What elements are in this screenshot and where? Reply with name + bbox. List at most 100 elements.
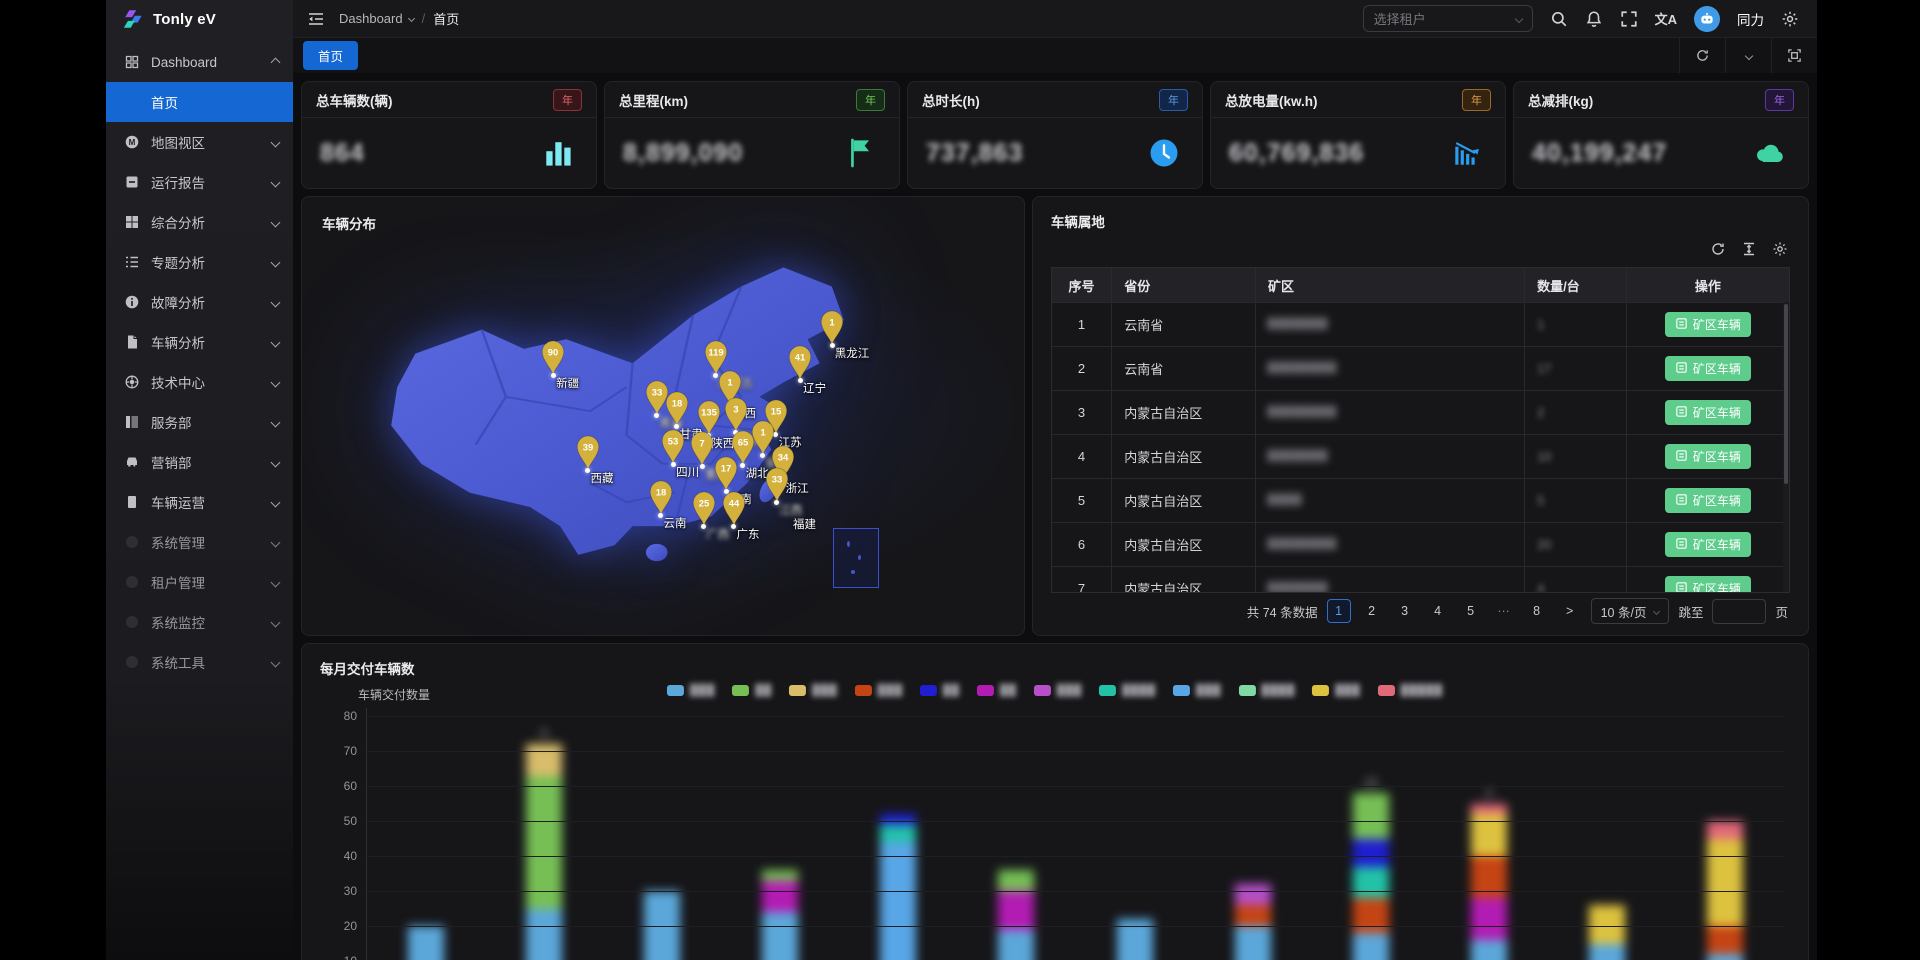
map-marker-甘肃[interactable]: 18 甘肃 xyxy=(663,391,703,441)
sidebar-item-3[interactable]: 运行报告 xyxy=(106,162,293,202)
sidebar-item-9[interactable]: 服务部 xyxy=(106,402,293,442)
kpi-period-badge[interactable]: 年 xyxy=(1462,88,1491,111)
kpi-period-badge[interactable]: 年 xyxy=(1159,88,1188,111)
mine-vehicles-button[interactable]: 矿区车辆 xyxy=(1664,532,1751,557)
sidebar-item-14[interactable]: 系统监控 xyxy=(106,602,293,642)
tab-home[interactable]: 首页 xyxy=(303,41,359,70)
sidebar-item-7[interactable]: 车辆分析 xyxy=(106,322,293,362)
province-label: 云南 xyxy=(663,517,687,530)
kpi-title: 总里程(km) xyxy=(619,93,689,109)
sidebar-item-6[interactable]: 故障分析 xyxy=(106,282,293,322)
legend-label-blurred: ▉▉ xyxy=(755,685,773,697)
circle-m-icon: M xyxy=(124,134,140,150)
legend-item-10[interactable]: ▉▉▉▉ xyxy=(1238,684,1295,697)
sidebar-item-10[interactable]: 营销部 xyxy=(106,442,293,482)
mine-vehicles-button[interactable]: 矿区车辆 xyxy=(1664,576,1751,592)
map-marker-江西[interactable]: 33 江西 xyxy=(763,467,802,517)
row-height-icon[interactable] xyxy=(1741,241,1757,257)
legend-item-5[interactable]: ▉▉ xyxy=(920,684,960,697)
legend-item-7[interactable]: ▉▉▉ xyxy=(1033,684,1082,697)
map-marker-广西[interactable]: 25 广西 xyxy=(690,491,729,541)
chevron-down-icon[interactable] xyxy=(1725,38,1771,73)
mine-vehicles-button-label: 矿区车辆 xyxy=(1692,450,1741,464)
y-axis-tick: 10 xyxy=(344,954,357,960)
kpi-period-badge[interactable]: 年 xyxy=(856,88,885,111)
map-marker-湖北[interactable]: 65 湖北 xyxy=(729,430,769,480)
pagination-page-5[interactable]: 5 xyxy=(1467,604,1475,618)
sidebar-item-label: 服务部 xyxy=(151,416,192,431)
map-marker-西藏[interactable]: 39 西藏 xyxy=(574,435,614,485)
sidebar-item-13[interactable]: 租户管理 xyxy=(106,562,293,602)
legend-item-2[interactable]: ▉▉ xyxy=(732,684,772,697)
pagination-page-1[interactable]: 1 xyxy=(1326,599,1351,623)
user-avatar[interactable] xyxy=(1694,5,1720,32)
sidebar-collapse-icon[interactable] xyxy=(307,10,325,28)
kpi-period-badge[interactable]: 年 xyxy=(553,88,582,111)
mine-vehicles-button[interactable]: 矿区车辆 xyxy=(1664,400,1751,425)
scrollbar-thumb[interactable] xyxy=(1784,304,1788,484)
sidebar-item-8[interactable]: 技术中心 xyxy=(106,362,293,402)
mine-vehicles-button[interactable]: 矿区车辆 xyxy=(1664,488,1751,513)
pagination-page-4[interactable]: 4 xyxy=(1434,604,1442,618)
kpi-period-badge[interactable]: 年 xyxy=(1765,88,1794,111)
breadcrumb-dashboard[interactable]: Dashboard xyxy=(339,11,415,26)
pin-icon: 53 xyxy=(662,429,685,465)
kpi-value: 737,863 xyxy=(926,138,1024,167)
pagination-next-button[interactable]: > xyxy=(1565,604,1574,618)
legend-item-11[interactable]: ▉▉▉ xyxy=(1312,684,1361,697)
tenant-select[interactable]: 选择租户 xyxy=(1362,5,1533,32)
map-marker-新疆[interactable]: 90 新疆 xyxy=(540,340,579,390)
sidebar-item-dashboard[interactable]: Dashboard xyxy=(106,42,293,82)
squares-icon xyxy=(124,214,140,230)
doc-icon xyxy=(1675,361,1688,377)
legend-item-12[interactable]: ▉▉▉▉▉ xyxy=(1377,684,1443,697)
chevron-down-icon xyxy=(270,297,281,307)
gridline xyxy=(367,891,1784,892)
pagination-page-8[interactable]: 8 xyxy=(1533,604,1541,618)
province-label: 西藏 xyxy=(590,472,614,485)
kpi-chart-down-icon xyxy=(1449,135,1485,171)
notifications-bell-icon[interactable] xyxy=(1585,10,1603,28)
mine-vehicles-button[interactable]: 矿区车辆 xyxy=(1664,356,1751,381)
jump-to-page-input[interactable] xyxy=(1712,598,1767,624)
sidebar-item-15[interactable]: 系统工具 xyxy=(106,642,293,682)
legend-item-4[interactable]: ▉▉▉ xyxy=(854,684,903,697)
language-switch-icon[interactable]: 文A xyxy=(1654,12,1677,27)
sidebar-item-5[interactable]: 专题分析 xyxy=(106,242,293,282)
mine-vehicles-button[interactable]: 矿区车辆 xyxy=(1664,312,1751,337)
search-icon[interactable] xyxy=(1550,10,1568,28)
map-marker-辽宁[interactable]: 41 辽宁 xyxy=(787,345,826,395)
fullscreen-icon[interactable] xyxy=(1620,10,1638,28)
doc-icon xyxy=(1675,449,1688,465)
settings-gear-icon[interactable] xyxy=(1781,10,1799,28)
sidebar-item-2[interactable]: M 地图视区 xyxy=(106,122,293,162)
refresh-icon[interactable] xyxy=(1679,38,1725,73)
kpi-clock-icon xyxy=(1146,135,1182,171)
gear-icon[interactable] xyxy=(1772,241,1788,257)
refresh-icon[interactable] xyxy=(1710,241,1726,257)
page-size-select[interactable]: 10 条/页 xyxy=(1590,598,1670,624)
sidebar-item-11[interactable]: 车辆运营 xyxy=(106,482,293,522)
marker-anchor-dot xyxy=(774,500,780,506)
mine-vehicles-button[interactable]: 矿区车辆 xyxy=(1664,444,1751,469)
kpi-card: 总减排(kg) 年 40,199,247 xyxy=(1513,81,1809,189)
pagination-page-2[interactable]: 2 xyxy=(1368,604,1376,618)
legend-item-8[interactable]: ▉▉▉▉ xyxy=(1099,684,1156,697)
map-marker-河南[interactable]: 3河南 xyxy=(722,397,762,447)
map-marker-云南[interactable]: 18 云南 xyxy=(647,480,686,530)
legend-item-3[interactable]: ▉▉▉ xyxy=(789,684,838,697)
legend-item-9[interactable]: ▉▉▉ xyxy=(1173,684,1222,697)
sidebar-item-1[interactable]: 首页 xyxy=(106,82,293,122)
sidebar-item-12[interactable]: 系统管理 xyxy=(106,522,293,562)
legend-item-1[interactable]: ▉▉▉ xyxy=(666,684,715,697)
map-marker-四川[interactable]: 53 四川 xyxy=(660,429,699,479)
map-marker-黑龙江[interactable]: 1 黑龙江 xyxy=(819,310,869,360)
map-marker-湖南[interactable]: 17湖南 xyxy=(713,456,752,506)
y-axis-tick: 50 xyxy=(343,814,357,828)
legend-item-6[interactable]: ▉▉ xyxy=(976,684,1017,697)
sidebar-item-4[interactable]: 综合分析 xyxy=(106,202,293,242)
map-marker-广东[interactable]: 44 广东 xyxy=(720,491,759,541)
pin-icon: 3 xyxy=(724,397,748,433)
pagination-page-3[interactable]: 3 xyxy=(1401,604,1409,618)
maximize-icon[interactable] xyxy=(1771,38,1817,73)
